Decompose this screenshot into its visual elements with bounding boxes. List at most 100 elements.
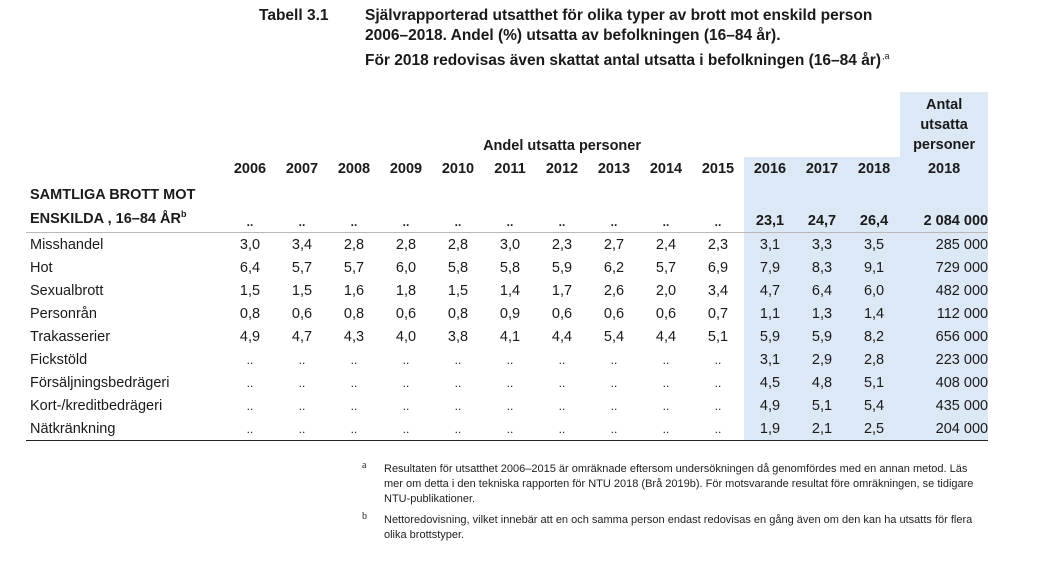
value-cell: .. xyxy=(484,181,536,233)
value-cell: 3,4 xyxy=(707,282,729,299)
value-cell: 2,6 xyxy=(603,282,625,299)
year-header-2011: 2011 xyxy=(494,161,526,177)
value-cell: 6,0 xyxy=(848,279,901,302)
value-cell: 1,5 xyxy=(447,282,469,299)
value-cell: .. xyxy=(454,375,462,390)
value-cell: .. xyxy=(662,398,670,413)
value-cell: 4,1 xyxy=(499,328,521,345)
value-cell: .. xyxy=(714,398,722,413)
value-cell: 1,5 xyxy=(239,282,261,299)
row-label: Sexualbrott xyxy=(30,282,104,299)
value-cell: .. xyxy=(640,417,692,441)
row-label: Försäljningsbedrägeri xyxy=(30,374,170,391)
footnote-b: b Nettoredovisning, vilket innebär att e… xyxy=(362,511,973,541)
corner-cell xyxy=(26,92,224,157)
caption-line-1: Självrapporterad utsatthet för olika typ… xyxy=(365,7,873,24)
value-cell: 3,1 xyxy=(744,348,796,371)
year-header-2008: 2008 xyxy=(337,161,371,177)
value-cell: 0,6 xyxy=(603,305,625,322)
antal-cell: 2 084 000 xyxy=(900,181,989,233)
value-cell: 3,0 xyxy=(499,236,521,253)
total-row: SAMTLIGA BROTT MOT ENSKILDA , 16–84 ÅRb … xyxy=(26,181,989,233)
value-cell: 1,3 xyxy=(796,302,848,325)
value-cell: 8,3 xyxy=(796,256,848,279)
value-cell: 2,9 xyxy=(796,348,848,371)
value-cell: 5,8 xyxy=(447,259,469,276)
value-cell: 4,7 xyxy=(744,279,796,302)
value-cell: 7,9 xyxy=(744,256,796,279)
value-cell: 2,8 xyxy=(395,236,417,253)
value-cell: 4,3 xyxy=(343,328,365,345)
row-label: Trakasserier xyxy=(30,328,111,345)
table-body: SAMTLIGA BROTT MOT ENSKILDA , 16–84 ÅRb … xyxy=(26,181,989,441)
value-cell: .. xyxy=(350,352,358,367)
caption-footnote-ref: ,a xyxy=(882,51,890,61)
statistics-table: Andel utsatta personer Antal utsatta per… xyxy=(26,92,989,441)
value-cell: .. xyxy=(276,181,328,233)
row-label: Misshandel xyxy=(30,236,104,253)
year-header-2015: 2015 xyxy=(701,161,735,177)
value-cell: .. xyxy=(610,375,618,390)
value-cell: .. xyxy=(432,417,484,441)
value-cell: 3,5 xyxy=(848,232,901,256)
value-cell: 24,7 xyxy=(796,181,848,233)
value-cell: 0,6 xyxy=(291,305,313,322)
value-cell: 23,1 xyxy=(744,181,796,233)
antal-cell: 656 000 xyxy=(900,325,989,348)
value-cell: 9,1 xyxy=(848,256,901,279)
antal-cell: 112 000 xyxy=(900,302,989,325)
table-row: Misshandel 3,0 3,4 2,8 2,8 2,8 3,0 2,3 2,7 2,4 2,3… xyxy=(26,232,989,256)
antal-cell: 223 000 xyxy=(900,348,989,371)
antal-cell: 285 000 xyxy=(900,232,989,256)
table-row: Nätkränkning.................... 1,9 2,1 2,… xyxy=(26,417,989,441)
value-cell: 3,8 xyxy=(447,328,469,345)
year-header-2007: 2007 xyxy=(285,161,319,177)
value-cell: .. xyxy=(246,352,254,367)
group-header: Andel utsatta personer xyxy=(483,138,641,154)
value-cell: 1,8 xyxy=(395,282,417,299)
value-cell: 6,2 xyxy=(603,259,625,276)
value-cell: 1,4 xyxy=(848,302,901,325)
value-cell: 5,7 xyxy=(343,259,365,276)
value-cell: 2,7 xyxy=(603,236,625,253)
table-row: Personrån 0,8 0,6 0,8 0,6 0,8 0,9 0,6 0,6 0,6 0,7 1… xyxy=(26,302,989,325)
antal-header: Antal utsatta personer xyxy=(900,92,989,157)
value-cell: 3,0 xyxy=(239,236,261,253)
value-cell: 5,1 xyxy=(707,328,729,345)
value-cell: 26,4 xyxy=(848,181,901,233)
value-cell: .. xyxy=(224,181,276,233)
year-header-2013: 2013 xyxy=(597,161,631,177)
value-cell: .. xyxy=(588,417,640,441)
value-cell: 4,4 xyxy=(655,328,677,345)
value-cell: 1,7 xyxy=(551,282,573,299)
value-cell: .. xyxy=(402,375,410,390)
value-cell: .. xyxy=(558,375,566,390)
value-cell: .. xyxy=(432,181,484,233)
value-cell: 0,6 xyxy=(551,305,573,322)
table-row: Hot 6,4 5,7 5,7 6,0 5,8 5,8 5,9 6,2 5,7 6,9 7,9 8,3 9… xyxy=(26,256,989,279)
value-cell: 6,9 xyxy=(707,259,729,276)
total-row-label: SAMTLIGA BROTT MOT ENSKILDA , 16–84 ÅRb xyxy=(26,181,224,233)
table-row: Kort-/kreditbedrägeri...................… xyxy=(26,394,989,417)
value-cell: 2,4 xyxy=(655,236,677,253)
value-cell: .. xyxy=(714,352,722,367)
year-header-2014: 2014 xyxy=(649,161,683,177)
caption-text: Självrapporterad utsatthet för olika typ… xyxy=(365,6,890,71)
year-header-2012: 2012 xyxy=(545,161,579,177)
value-cell: 4,9 xyxy=(744,394,796,417)
value-cell: 5,1 xyxy=(796,394,848,417)
value-cell: 0,8 xyxy=(447,305,469,322)
caption-line-3: För 2018 redovisas även skattat antal ut… xyxy=(365,51,890,70)
value-cell: .. xyxy=(610,352,618,367)
value-cell: 6,4 xyxy=(796,279,848,302)
value-cell: 6,4 xyxy=(239,259,261,276)
value-cell: .. xyxy=(692,181,744,233)
antal-cell: 435 000 xyxy=(900,394,989,417)
value-cell: 1,4 xyxy=(499,282,521,299)
footnote-a: a Resultaten för utsatthet 2006–2015 är … xyxy=(362,460,974,505)
value-cell: .. xyxy=(298,375,306,390)
value-cell: 0,6 xyxy=(655,305,677,322)
value-cell: 5,9 xyxy=(744,325,796,348)
value-cell: 8,2 xyxy=(848,325,901,348)
value-cell: 0,7 xyxy=(707,305,729,322)
